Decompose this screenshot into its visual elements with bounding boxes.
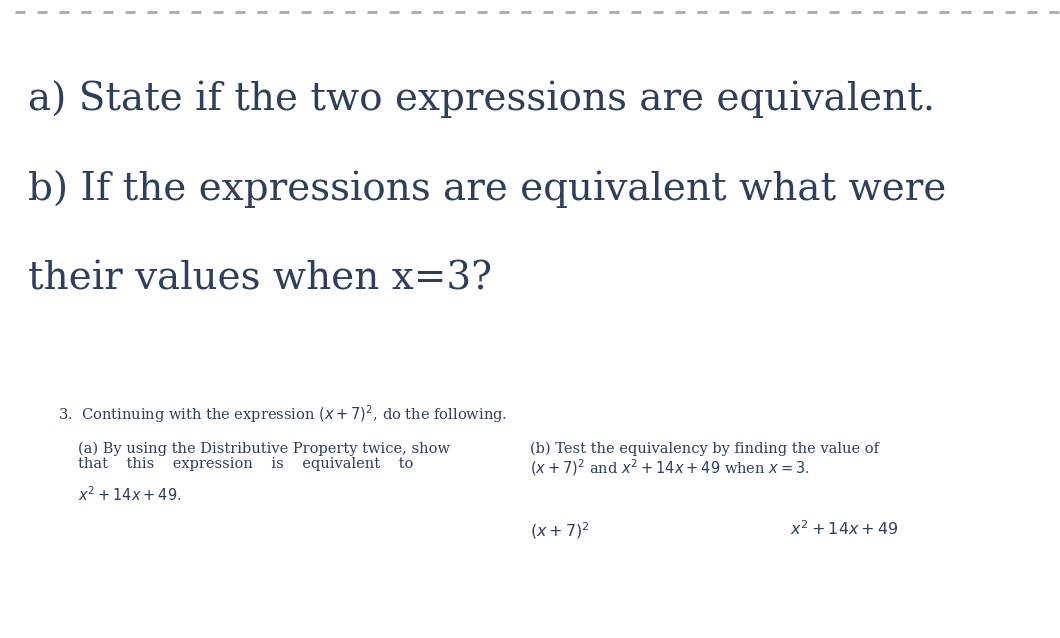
Text: a) State if the two expressions are equivalent.: a) State if the two expressions are equi…: [28, 80, 935, 118]
Text: 3.  Continuing with the expression $(x+7)^2$, do the following.: 3. Continuing with the expression $(x+7)…: [58, 403, 507, 425]
Text: $(x+7)^2$ and $x^2 +14x+49$ when $x = 3$.: $(x+7)^2$ and $x^2 +14x+49$ when $x = 3$…: [530, 457, 810, 478]
Text: that    this    expression    is    equivalent    to: that this expression is equivalent to: [78, 457, 413, 471]
Text: their values when x=3?: their values when x=3?: [28, 260, 492, 297]
Text: b) If the expressions are equivalent what were: b) If the expressions are equivalent wha…: [28, 170, 947, 208]
Text: $x^2 +14x+49$.: $x^2 +14x+49$.: [78, 485, 181, 503]
Text: (a) By using the Distributive Property twice, show: (a) By using the Distributive Property t…: [78, 442, 450, 456]
Text: (b) Test the equivalency by finding the value of: (b) Test the equivalency by finding the …: [530, 442, 879, 456]
Text: $(x+7)^2$: $(x+7)^2$: [530, 520, 590, 540]
Text: $x^2 +14x+49$: $x^2 +14x+49$: [790, 520, 899, 538]
